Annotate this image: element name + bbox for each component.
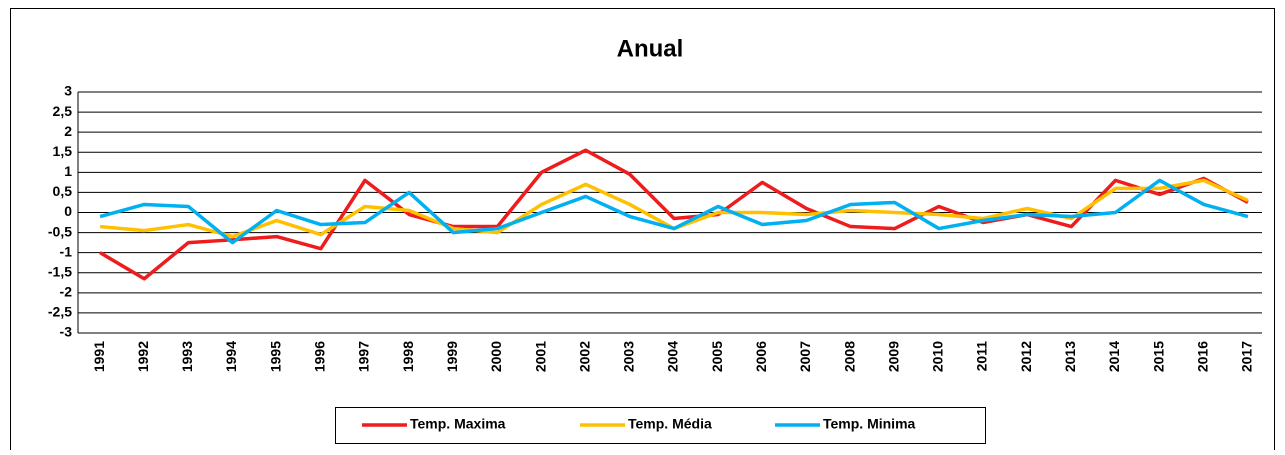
legend-label: Temp. Média — [628, 416, 712, 432]
x-tick-label: 2004 — [665, 341, 681, 372]
x-tick-label: 2009 — [885, 341, 901, 372]
y-tick-label: -2 — [60, 284, 73, 300]
y-tick-label: -1 — [60, 243, 73, 259]
x-tick-label: 1991 — [91, 341, 107, 372]
y-tick-label: -1,5 — [48, 263, 72, 279]
x-tick-label: 1992 — [135, 341, 151, 372]
y-tick-label: -0,5 — [48, 223, 72, 239]
y-tick-label: 0,5 — [53, 183, 73, 199]
x-tick-label: 1996 — [312, 341, 328, 372]
x-tick-label: 2001 — [532, 341, 548, 372]
x-tick-label: 2010 — [930, 341, 946, 372]
y-tick-label: 1 — [64, 163, 72, 179]
y-tick-label: 2 — [64, 123, 72, 139]
x-tick-label: 2016 — [1194, 341, 1210, 372]
x-tick-label: 2003 — [621, 341, 637, 372]
y-tick-label: 0 — [64, 203, 72, 219]
x-tick-label: 1995 — [267, 341, 283, 372]
x-tick-label: 1997 — [356, 341, 372, 372]
legend-label: Temp. Minima — [823, 416, 916, 432]
x-tick-label: 1993 — [179, 341, 195, 372]
x-tick-label: 2005 — [709, 341, 725, 372]
x-tick-label: 1999 — [444, 341, 460, 372]
x-tick-label: 2000 — [488, 341, 504, 372]
x-tick-label: 2007 — [797, 341, 813, 372]
y-tick-label: -3 — [60, 324, 73, 340]
y-tick-label: -2,5 — [48, 304, 72, 320]
y-tick-label: 2,5 — [53, 103, 73, 119]
x-tick-label: 2011 — [974, 341, 990, 372]
y-tick-label: 3 — [64, 83, 72, 99]
line-series — [99, 148, 1249, 281]
chart-title: Anual — [617, 35, 684, 62]
x-tick-label: 1994 — [223, 341, 239, 372]
x-tick-label: 2014 — [1106, 341, 1122, 372]
y-tick-label: 1,5 — [53, 143, 73, 159]
legend — [335, 407, 986, 444]
x-tick-label: 2017 — [1239, 341, 1255, 372]
legend-label: Temp. Maxima — [410, 416, 506, 432]
x-tick-label: 2012 — [1018, 341, 1034, 372]
x-tick-label: 2006 — [753, 341, 769, 372]
x-tick-label: 1998 — [400, 341, 416, 372]
x-tick-label: 2008 — [841, 341, 857, 372]
line-series — [99, 178, 1249, 245]
x-tick-label: 2002 — [576, 341, 592, 372]
x-tick-label: 2015 — [1150, 341, 1166, 372]
x-tick-label: 2013 — [1062, 341, 1078, 372]
